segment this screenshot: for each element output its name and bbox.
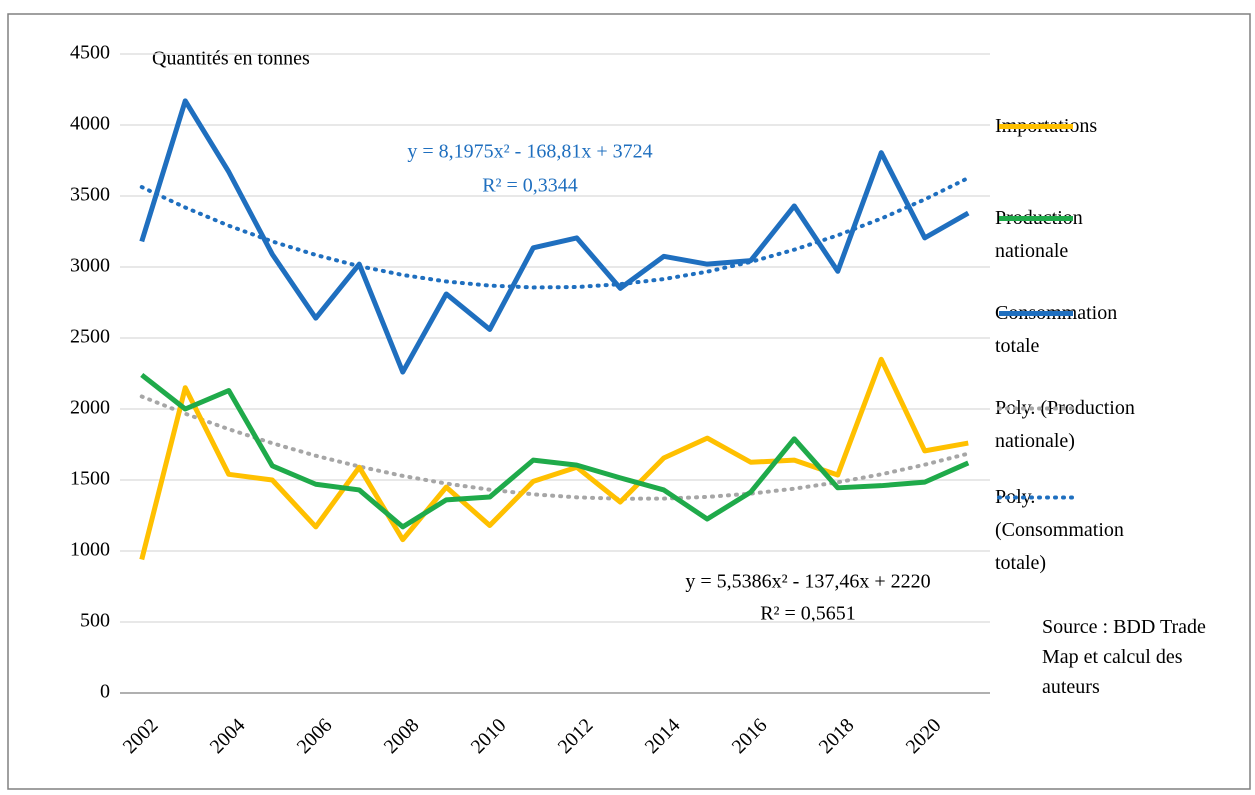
- y-tick-label: 3500: [70, 184, 110, 206]
- trend-equation: y = 8,1975x² - 168,81x + 3724: [407, 141, 652, 163]
- legend-item: Poly. (Production nationale): [995, 392, 1145, 458]
- unit-note: Quantités en tonnes: [152, 48, 310, 70]
- x-tick-label: 2008: [380, 714, 424, 758]
- trend-equation: y = 5,5386x² - 137,46x + 2220: [685, 571, 930, 593]
- legend-swatch: [997, 406, 1075, 411]
- trend-line: [139, 394, 971, 501]
- legend-swatch: [997, 495, 1075, 500]
- y-tick-label: 4500: [70, 42, 110, 64]
- x-tick-label: 2018: [815, 714, 859, 758]
- legend-swatch: [999, 216, 1073, 221]
- legend-item: Importations: [995, 110, 1145, 143]
- y-tick-label: 500: [80, 610, 110, 632]
- y-tick-label: 2000: [70, 397, 110, 419]
- series-line: [139, 98, 970, 375]
- legend-item: Production nationale: [995, 202, 1145, 268]
- x-tick-label: 2006: [293, 714, 337, 758]
- x-tick-label: 2002: [119, 714, 163, 758]
- y-tick-label: 0: [100, 681, 110, 703]
- x-tick-label: 2010: [467, 714, 511, 758]
- legend-item: Consommation totale: [995, 297, 1145, 363]
- x-tick-label: 2004: [206, 714, 250, 758]
- x-tick-label: 2014: [641, 714, 685, 758]
- chart-frame: [7, 13, 1251, 790]
- y-tick-label: 4000: [70, 113, 110, 135]
- legend-swatch: [999, 124, 1073, 129]
- y-tick-label: 1500: [70, 468, 110, 490]
- y-tick-label: 3000: [70, 255, 110, 277]
- series-line: [139, 356, 969, 561]
- y-tick-label: 2500: [70, 326, 110, 348]
- trend-line: [139, 175, 971, 290]
- trend-r2: R² = 0,5651: [760, 603, 856, 625]
- trend-r2: R² = 0,3344: [482, 175, 578, 197]
- legend-item: Poly. (Consommation totale): [995, 481, 1145, 580]
- legend-swatch: [999, 311, 1073, 316]
- series-line: [140, 372, 970, 530]
- x-tick-label: 2020: [902, 714, 946, 758]
- x-tick-label: 2012: [554, 714, 598, 758]
- y-tick-label: 1000: [70, 539, 110, 561]
- x-tick-label: 2016: [728, 714, 772, 758]
- source-note: Source : BDD Trade Map et calcul des aut…: [1042, 616, 1206, 698]
